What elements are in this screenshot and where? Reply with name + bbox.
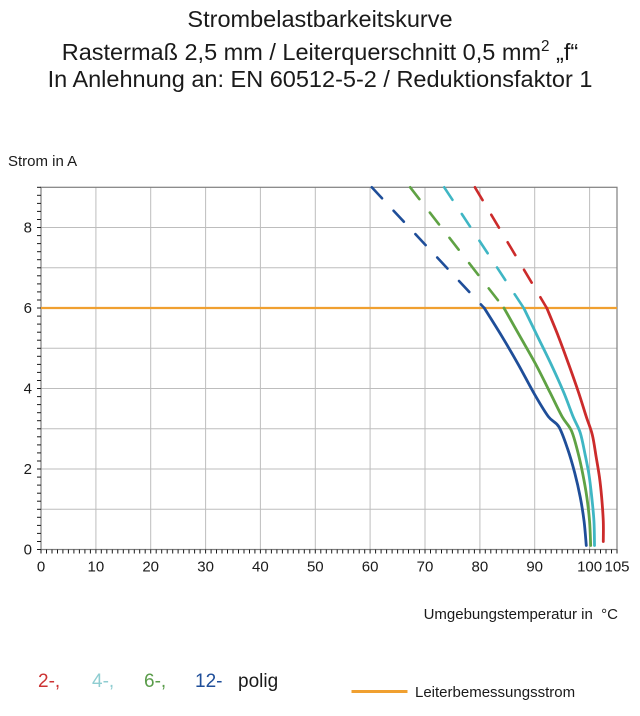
svg-text:40: 40	[252, 559, 269, 576]
svg-text:8: 8	[24, 220, 32, 237]
svg-text:50: 50	[307, 559, 324, 576]
svg-text:100: 100	[577, 559, 602, 576]
svg-text:90: 90	[526, 559, 543, 576]
svg-text:4: 4	[24, 381, 32, 398]
svg-text:10: 10	[88, 559, 105, 576]
svg-text:0: 0	[37, 559, 45, 576]
svg-text:70: 70	[417, 559, 434, 576]
svg-text:6: 6	[24, 300, 32, 317]
svg-text:0: 0	[24, 542, 32, 559]
svg-text:20: 20	[142, 559, 159, 576]
svg-text:105: 105	[604, 559, 629, 576]
svg-text:30: 30	[197, 559, 214, 576]
svg-text:60: 60	[362, 559, 379, 576]
svg-text:2: 2	[24, 461, 32, 478]
svg-text:80: 80	[472, 559, 489, 576]
